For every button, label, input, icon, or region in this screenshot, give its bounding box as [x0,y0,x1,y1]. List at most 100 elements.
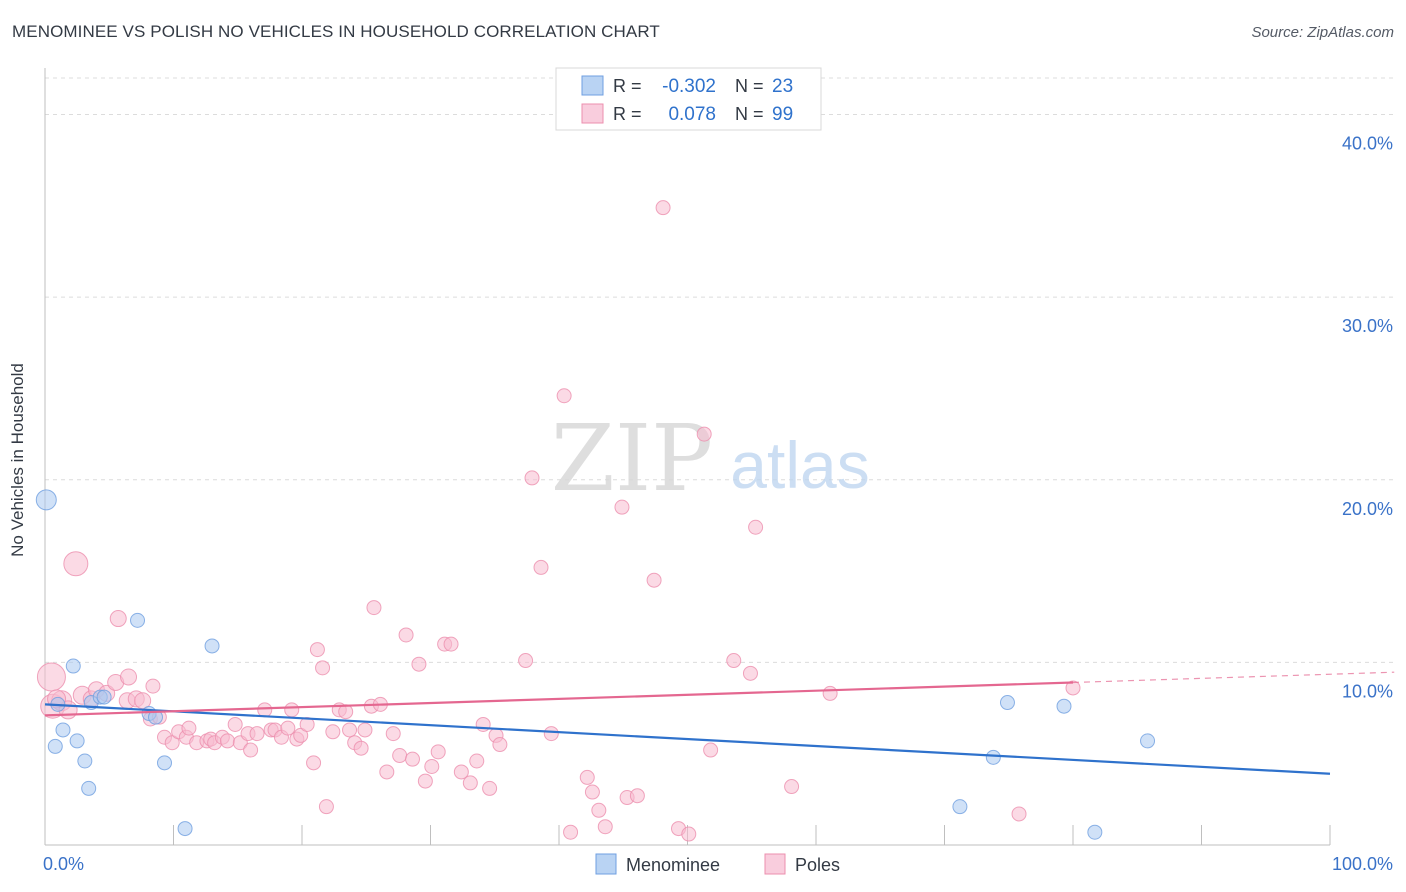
poles-point [584,784,600,800]
legend-r-value: -0.302 [662,76,716,97]
poles-point [405,751,421,767]
menominee-point [69,733,85,749]
watermark-atlas: atlas [730,428,869,502]
poles-point [63,551,89,577]
menominee-point [65,658,81,674]
menominee-trend-line [44,703,1331,775]
bottom-legend-label-menominee: Menominee [626,855,720,875]
menominee-point [999,695,1015,711]
x-tick-label: 0.0% [43,854,84,874]
poles-point [784,779,800,795]
chart-title: MENOMINEE VS POLISH NO VEHICLES IN HOUSE… [12,22,660,41]
poles-point [325,724,341,740]
poles-point [453,764,469,780]
poles-trend-line [44,681,1074,717]
menominee-point [952,799,968,815]
legend-r-label: R = [613,76,642,96]
poles-point [36,662,66,692]
tick-labels: 10.0% 20.0% 30.0% 40.0% 0.0% 100.0% [43,134,1393,874]
poles-point [181,720,197,736]
bottom-legend: Menominee Poles [595,853,840,875]
poles-point [284,702,300,718]
poles-point [655,200,671,216]
poles-point [703,742,719,758]
poles-point [424,758,440,774]
poles-point [249,726,265,742]
bottom-legend-label-poles: Poles [795,855,840,875]
poles-point [280,720,296,736]
poles-point [563,824,579,840]
poles-point [315,660,331,676]
poles-point [469,753,485,769]
poles-point [614,499,630,515]
poles-point [353,740,369,756]
poles-point [1011,806,1027,822]
menominee-point [1056,698,1072,714]
poles-point [145,678,161,694]
menominee-point [35,489,57,511]
grid-layer [45,77,1395,663]
menominee-point [985,749,1001,765]
menominee-point [47,738,63,754]
poles-point [219,733,235,749]
poles-point [385,726,401,742]
axes-layer [44,68,1331,846]
poles-point [597,819,613,835]
poles-point [398,627,414,643]
poles-point [482,780,498,796]
y-tick-label: 40.0% [1342,134,1393,154]
poles-point [681,826,697,842]
legend-n-value: 23 [772,76,793,97]
legend-n-label: N = [735,104,764,124]
menominee-point [81,780,97,796]
poles-point [309,642,325,658]
x-tick-label: 100.0% [1332,854,1393,874]
poles-point [120,668,138,686]
legend-swatch-poles [581,103,604,124]
poles-point [462,775,478,791]
menominee-point [1140,733,1156,749]
watermark-zip: ZIP [551,405,713,512]
y-tick-label: 20.0% [1342,499,1393,519]
poles-point [417,773,433,789]
poles-point [342,722,358,738]
poles-point [696,426,712,442]
y-tick-label: 10.0% [1342,681,1393,701]
poles-point [533,559,549,575]
menominee-point [96,689,112,705]
legend-r-label: R = [613,104,642,124]
poles-point [392,748,408,764]
poles-point [257,702,273,718]
poles-point [591,802,607,818]
y-tick-label: 30.0% [1342,316,1393,336]
poles-point [293,727,309,743]
poles-point [629,788,645,804]
legend-n-value: 99 [772,104,793,125]
poles-point [492,737,508,753]
poles-point [379,764,395,780]
poles-point [243,742,259,758]
poles-point [366,600,382,616]
menominee-point [177,821,193,837]
bottom-legend-swatch-poles [764,853,786,875]
poles-point [579,769,595,785]
poles-point [726,653,742,669]
poles-point [1065,680,1081,696]
poles-point [411,656,427,672]
poles-point [164,735,180,751]
poles-point [318,799,334,815]
menominee-point [130,612,146,628]
poles-point [109,610,127,628]
poles-point [742,665,758,681]
poles-point [646,572,662,588]
menominee-point [55,722,71,738]
legend-r-value: 0.078 [668,104,716,125]
points-layer [35,200,1156,842]
menominee-point [1087,824,1103,840]
legend-n-label: N = [735,76,764,96]
poles-point [543,726,559,742]
stats-legend: R = -0.302 N = 23 R = 0.078 N = 99 [555,67,822,131]
poles-point [357,722,373,738]
poles-point [524,470,540,486]
source-label: Source: ZipAtlas.com [1251,24,1394,41]
